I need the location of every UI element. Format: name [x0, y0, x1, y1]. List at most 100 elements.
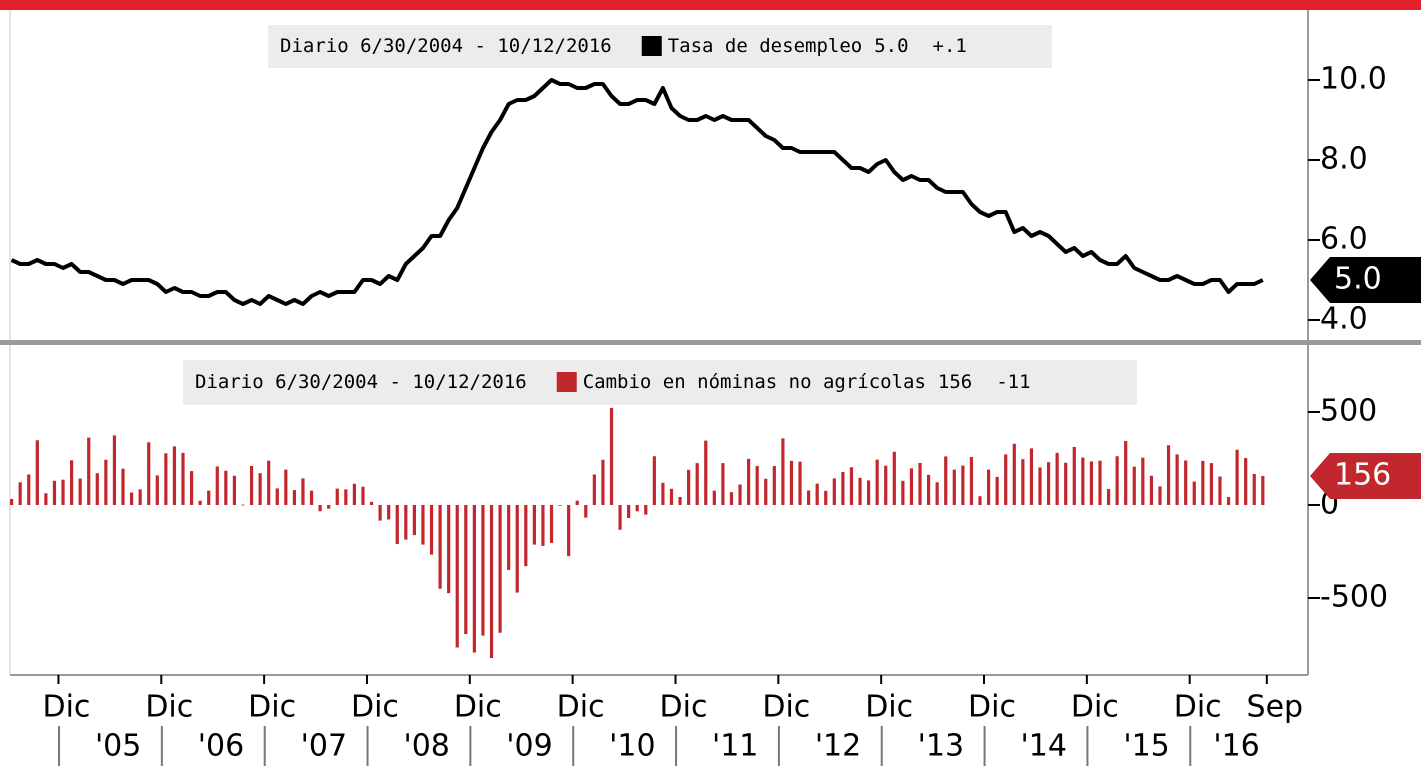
header-box — [183, 360, 1137, 405]
bar — [344, 489, 348, 505]
legend-last-value: 156 — [938, 371, 972, 393]
bar — [1038, 467, 1042, 505]
bar — [1261, 475, 1265, 505]
bar — [892, 451, 896, 505]
bar — [1004, 454, 1008, 505]
bar — [884, 465, 888, 505]
bar — [567, 504, 571, 557]
bar — [678, 496, 682, 505]
bar — [704, 440, 708, 505]
bar — [1244, 458, 1248, 505]
bar — [1201, 460, 1205, 505]
bar — [849, 467, 854, 505]
bar — [292, 490, 297, 505]
bar — [635, 504, 639, 512]
bar — [318, 504, 322, 512]
bar — [104, 459, 108, 505]
bar — [447, 504, 451, 594]
bar — [121, 468, 125, 505]
bar — [952, 469, 956, 505]
x-tick-label: Sep — [1247, 690, 1304, 725]
bar — [301, 478, 305, 505]
bar — [549, 504, 554, 543]
bar — [1029, 448, 1034, 505]
x-tick-label: Dic — [762, 690, 810, 725]
header-date: Diario 6/30/2004 - 10/12/2016 — [195, 371, 527, 393]
bar — [129, 492, 134, 505]
bar — [198, 500, 202, 505]
bar — [327, 504, 331, 509]
bar — [558, 504, 562, 506]
bar — [1149, 475, 1154, 505]
data-line — [10, 78, 1264, 306]
bar — [215, 466, 219, 505]
bar — [61, 479, 65, 505]
bar — [669, 488, 674, 505]
y-tick-label: 6.0 — [1320, 222, 1368, 257]
x-tick-label: Dic — [42, 690, 90, 725]
y-tick-label: 10.0 — [1320, 62, 1387, 97]
bar — [232, 475, 237, 505]
x-tick-label: Dic — [145, 690, 193, 725]
bar — [258, 473, 262, 505]
bar — [755, 466, 759, 505]
bar — [507, 504, 511, 570]
legend-swatch — [556, 372, 577, 392]
year-label: '11 — [712, 729, 758, 764]
x-tick-label: Dic — [1071, 690, 1119, 725]
bar — [721, 463, 725, 505]
y-tick-label: -500 — [1320, 579, 1388, 614]
bar — [858, 477, 862, 505]
bar — [978, 496, 982, 505]
last-value-label: 5.0 — [1334, 262, 1382, 297]
year-label: '12 — [815, 729, 861, 764]
bar — [1046, 462, 1051, 505]
x-tick-label: Dic — [351, 690, 399, 725]
header-date: Diario 6/30/2004 - 10/12/2016 — [280, 35, 612, 57]
bar — [1226, 496, 1231, 505]
bar — [986, 469, 991, 505]
bar — [489, 504, 494, 659]
legend-name: Cambio en nóminas no agrícolas — [583, 371, 926, 393]
bar — [1012, 443, 1016, 505]
bar — [695, 463, 699, 505]
bar — [532, 504, 536, 545]
bar — [798, 461, 802, 505]
last-value-badge — [1310, 452, 1421, 499]
year-label: '16 — [1213, 729, 1259, 764]
bar — [1081, 457, 1085, 505]
bar — [747, 458, 751, 505]
bar — [44, 493, 48, 505]
x-tick-label: Dic — [557, 690, 605, 725]
bar — [378, 504, 382, 521]
header: Diario 6/30/2004 - 10/12/2016 — [195, 371, 527, 393]
bar — [52, 480, 57, 505]
bar — [147, 442, 151, 505]
bar — [1021, 459, 1025, 505]
bar — [738, 484, 742, 505]
bar — [627, 504, 631, 518]
year-label: '07 — [301, 729, 347, 764]
bar — [481, 504, 485, 636]
bar — [267, 460, 271, 505]
year-label: '08 — [403, 729, 449, 764]
bar — [164, 453, 168, 505]
header: Diario 6/30/2004 - 10/12/2016 — [280, 35, 612, 57]
bar — [352, 483, 356, 505]
year-label: '09 — [506, 729, 552, 764]
bar — [455, 504, 459, 648]
bar — [541, 504, 545, 546]
legend-name: Tasa de desempleo — [668, 35, 862, 57]
bar — [18, 482, 22, 505]
bar — [524, 504, 528, 567]
bar — [224, 470, 228, 505]
x-tick-label: Dic — [1174, 690, 1222, 725]
bar — [1055, 452, 1059, 505]
bar — [575, 500, 579, 505]
bar — [1098, 460, 1102, 505]
bar — [1089, 461, 1094, 505]
bar — [181, 452, 185, 505]
bar — [35, 440, 39, 505]
